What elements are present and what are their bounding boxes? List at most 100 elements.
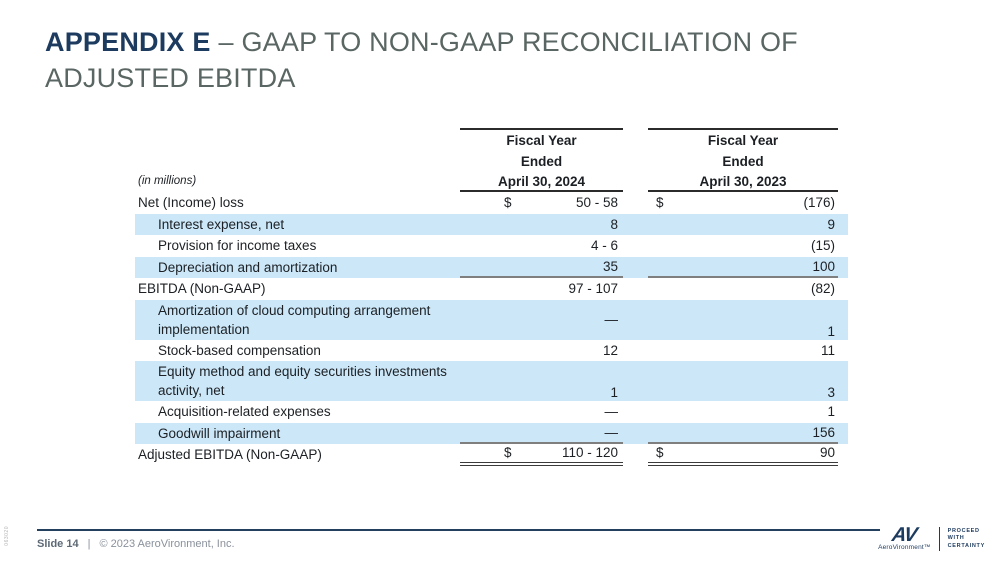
value-text: 90 [819, 445, 835, 461]
table-row: Acquisition-related expenses — 1 [135, 401, 848, 423]
value-2024: $110 - 120 [460, 444, 623, 466]
column-header-line: April 30, 2024 [497, 174, 586, 189]
column-gap [623, 278, 648, 300]
row-tail [838, 401, 848, 423]
value-2023: 11 [648, 340, 838, 362]
value-text: 4 - 6 [590, 238, 618, 254]
title-line2: ADJUSTED EBITDA [45, 63, 296, 93]
row-tail [838, 340, 848, 362]
value-text: 50 - 58 [575, 195, 618, 211]
units-note: (in millions) [138, 175, 197, 187]
value-2024: $50 - 58 [460, 192, 623, 214]
row-tail [838, 361, 848, 401]
value-text: 156 [812, 424, 835, 440]
value-2023: 1 [648, 401, 838, 423]
value-2024: 1 [460, 361, 623, 401]
column-header-line: Fiscal Year [707, 133, 779, 148]
row-tail [838, 257, 848, 279]
row-label: Stock-based compensation [158, 342, 321, 358]
value-2023: 100 [648, 257, 838, 278]
row-label: Interest expense, net [158, 216, 285, 232]
value-text: 35 [602, 258, 618, 274]
column-gap [623, 257, 648, 279]
row-tail [838, 192, 848, 214]
row-tail [838, 235, 848, 257]
row-label: Adjusted EBITDA (Non-GAAP) [138, 447, 322, 463]
value-2023: 1 [648, 300, 838, 340]
value-text: 1 [827, 404, 835, 420]
value-2023: 9 [648, 214, 838, 236]
table-header: (in millions) Fiscal Year Ended April 30… [135, 122, 848, 192]
value-2024: — [460, 300, 623, 340]
value-text: 3 [827, 385, 835, 400]
value-text: 110 - 120 [561, 445, 618, 461]
column-gap [623, 444, 648, 466]
value-2023: 156 [648, 423, 838, 444]
sidebar-code: 063020 [4, 526, 10, 546]
footer: Slide 14 | © 2023 AeroVironment, Inc. [37, 538, 235, 550]
brand-block: AV AeroVironment™ PROCEED WITH CERTAINTY [878, 524, 985, 551]
value-text: (15) [810, 238, 835, 254]
row-label: EBITDA (Non-GAAP) [138, 281, 266, 297]
title-rest-line1: – GAAP TO NON-GAAP RECONCILIATION OF [218, 27, 798, 57]
column-gap [623, 401, 648, 423]
footer-separator: | [87, 538, 91, 550]
value-text: 1 [610, 385, 618, 400]
column-gap [623, 235, 648, 257]
brand-divider [938, 527, 940, 551]
row-label: Equity method and equity securities inve… [158, 364, 447, 398]
value-text: 11 [820, 342, 835, 358]
row-label: Goodwill impairment [158, 425, 281, 441]
row-tail [838, 300, 848, 340]
copyright: © 2023 AeroVironment, Inc. [99, 538, 235, 550]
column-header-line: Ended [520, 153, 563, 169]
table-row: Interest expense, net 8 9 [135, 213, 848, 236]
row-label: Net (Income) loss [138, 195, 244, 211]
value-2023: (82) [648, 278, 838, 300]
page-title: APPENDIX E – GAAP TO NON-GAAP RECONCILIAT… [45, 24, 804, 96]
table-row: Amortization of cloud computing arrangem… [135, 299, 848, 340]
value-text: — [604, 312, 619, 327]
value-2023: (15) [648, 235, 838, 257]
value-2023: 3 [648, 361, 838, 401]
tagline-line: CERTAINTY [947, 542, 985, 549]
column-gap [623, 214, 648, 236]
column-header-fy2023: Fiscal Year Ended April 30, 2023 [648, 128, 838, 192]
logo-wordmark: AeroVironment™ [878, 544, 931, 551]
value-2023: $90 [648, 444, 838, 466]
row-tail [838, 444, 848, 466]
table-row: EBITDA (Non-GAAP) 97 - 107 (82) [135, 278, 848, 300]
value-text: 12 [602, 342, 618, 358]
slide-number: Slide 14 [37, 538, 79, 550]
column-header-line: Fiscal Year [506, 133, 577, 148]
value-2024: 4 - 6 [460, 235, 623, 257]
dollar-sign: $ [656, 195, 664, 211]
value-2024: 35 [460, 257, 623, 278]
av-logo: AV AeroVironment™ [878, 524, 931, 551]
column-gap [623, 361, 648, 401]
row-label: Acquisition-related expenses [158, 404, 331, 420]
tagline-line: PROCEED [947, 527, 980, 534]
av-logo-mark: AV [890, 524, 919, 546]
value-text: 100 [812, 258, 835, 274]
column-gap [623, 423, 648, 445]
value-2024: 12 [460, 340, 623, 362]
table-row: Provision for income taxes 4 - 6 (15) [135, 235, 848, 257]
brand-tagline: PROCEED WITH CERTAINTY [948, 528, 985, 551]
value-text: 9 [827, 216, 835, 232]
value-2024: — [460, 401, 623, 423]
value-2023: $ (176) [648, 192, 838, 214]
tagline-line: WITH [947, 535, 965, 542]
row-tail [838, 423, 848, 445]
row-tail [838, 278, 848, 300]
value-2024: 97 - 107 [460, 278, 623, 300]
column-gap [623, 340, 648, 362]
financial-table: (in millions) Fiscal Year Ended April 30… [135, 122, 848, 466]
table-row: Net (Income) loss $50 - 58 $ (176) [135, 192, 848, 214]
value-text: 8 [610, 216, 618, 232]
column-gap [623, 300, 648, 340]
column-header-fy2024: Fiscal Year Ended April 30, 2024 [460, 128, 623, 192]
row-label: Amortization of cloud computing arrangem… [158, 302, 431, 337]
column-header-line: April 30, 2023 [699, 174, 787, 189]
